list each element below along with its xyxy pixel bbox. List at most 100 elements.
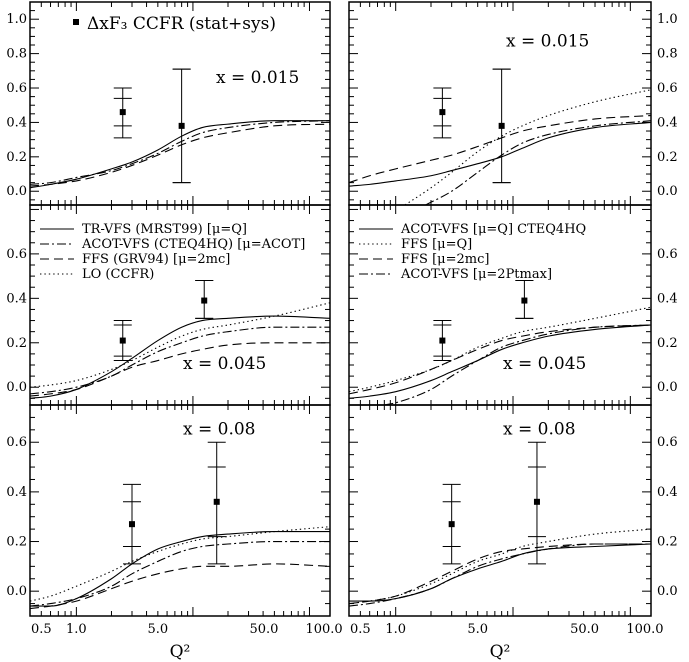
data-marker (521, 297, 528, 304)
y-tick-label: 0.2 (6, 535, 27, 550)
y-tick-label: 0.6 (657, 81, 678, 96)
panel-left-bot: 0.0 0.2 0.4 0.6 0.5 1.0 5.0 50.0 100.0 Q² x = 0.08 (6, 404, 343, 662)
y-tick-label: 0.6 (657, 435, 678, 450)
legend-title: ΔxF₃ CCFR (stat+sys) (87, 14, 276, 34)
y-tick-label: 0.8 (6, 47, 27, 62)
x-tick-label: 5.0 (147, 622, 168, 637)
legend-label: FFS [μ=Q] (401, 237, 472, 252)
data-point (527, 441, 546, 565)
series-line-dashed (349, 114, 651, 184)
y-tick-label: 0.2 (657, 150, 678, 165)
series-line-dashed (30, 342, 330, 397)
data-point (433, 320, 452, 362)
x-tick-label: 1.0 (385, 622, 406, 637)
x-tick-label: 50.0 (570, 622, 599, 637)
series-line-solid (30, 315, 330, 399)
data-point (442, 483, 461, 565)
series-line-solid (349, 324, 651, 399)
legend-label: TR-VFS (MRST99) [μ=Q] (82, 222, 247, 237)
y-tick-label: 0.0 (657, 584, 678, 599)
series-line-dashed (30, 563, 330, 610)
series-line-dashdot (30, 540, 330, 607)
data-point (172, 68, 191, 184)
data-point (492, 68, 511, 184)
data-point (113, 87, 132, 139)
legend-label: ACOT-VFS (CTEQ4HQ) [μ=ACOT] (81, 237, 305, 252)
panel-right-mid: 0.0 0.2 0.4 0.6 x = 0.045 ACOT-VFS [μ=Q] CTEQ… (348, 204, 678, 406)
panel-frame (348, 404, 652, 617)
x-tick-label: 100.0 (305, 622, 342, 637)
y-tick-label: 1.0 (657, 12, 678, 27)
legend: TR-VFS (MRST99) [μ=Q]ACOT-VFS (CTEQ4HQ) … (40, 222, 305, 282)
y-tick-label: 0.6 (6, 81, 27, 96)
y-tick-label: 0.0 (657, 380, 678, 395)
y-tick-label: 0.0 (6, 380, 27, 395)
series-line-dotted (349, 528, 651, 605)
data-marker (201, 297, 208, 304)
x-tick-label: 1.0 (66, 622, 87, 637)
x-tick-label: 0.5 (31, 622, 52, 637)
data-point (195, 280, 214, 319)
panel-left-top: 0.0 0.2 0.4 0.6 0.8 1.0 x = 0.015 ΔxF₃ CCFR (st… (6, 1, 331, 206)
data-marker (439, 337, 446, 344)
series-line-dashdot (425, 120, 651, 205)
data-marker (119, 337, 126, 344)
series-line-solid (349, 543, 651, 602)
data-marker (533, 498, 540, 505)
y-tick-label: 0.6 (6, 435, 27, 450)
data-marker (119, 109, 126, 116)
y-tick-label: 0.2 (657, 336, 678, 351)
y-tick-label: 0.8 (657, 47, 678, 62)
y-tick-label: 0.6 (6, 247, 27, 262)
series-line-dashdot (30, 326, 330, 395)
data-point (433, 87, 452, 139)
y-tick-label: 0.2 (657, 535, 678, 550)
legend-marker (73, 19, 79, 25)
panel-left-mid: 0.0 0.2 0.4 0.6 x = 0.045 TR-VFS (MRST99) [μ=… (6, 204, 331, 406)
y-tick-label: 0.0 (6, 584, 27, 599)
x-tick-label: 50.0 (249, 622, 278, 637)
series-line-dotted (30, 302, 330, 388)
legend-label: FFS (GRV94) [μ=2mc] (82, 252, 230, 267)
panel-right-top: 0.0 0.2 0.4 0.6 0.8 1.0 x = 0.015 (348, 1, 678, 206)
y-tick-label: 0.4 (6, 115, 27, 130)
data-marker (448, 521, 455, 528)
data-point (113, 320, 132, 362)
y-tick-label: 0.4 (6, 485, 27, 500)
y-tick-label: 0.2 (6, 150, 27, 165)
panel-annotation: x = 0.015 (216, 68, 299, 88)
data-marker (439, 109, 446, 116)
legend-label: LO (CCFR) (82, 267, 154, 282)
y-tick-label: 0.0 (657, 184, 678, 199)
series-line-dashdot (349, 543, 651, 607)
series-line-solid (30, 531, 330, 607)
series-line-dashed (349, 324, 651, 395)
data-marker (178, 122, 185, 129)
y-tick-label: 0.4 (657, 485, 678, 500)
legend-label: FFS [μ=2mc] (401, 252, 489, 267)
panel-frame (348, 1, 652, 206)
data-marker (498, 122, 505, 129)
data-point (207, 441, 226, 565)
y-tick-label: 0.2 (6, 336, 27, 351)
data-marker (128, 521, 135, 528)
panel-frame (29, 404, 331, 617)
legend-label: ACOT-VFS [μ=2Ptmax] (400, 267, 552, 282)
y-tick-label: 1.0 (6, 12, 27, 27)
series-line-solid (349, 121, 651, 187)
legend-label: ACOT-VFS [μ=Q] CTEQ4HQ (400, 222, 586, 237)
x-axis-title: Q² (490, 642, 511, 662)
data-point (515, 280, 534, 319)
series-line-solid (30, 120, 330, 189)
data-marker (213, 498, 220, 505)
x-axis-title: Q² (170, 642, 191, 662)
panel-annotation: x = 0.08 (183, 420, 256, 440)
y-tick-label: 0.4 (657, 115, 678, 130)
panel-right-bot: 0.0 0.2 0.4 0.6 0.5 1.0 5.0 50.0 100.0 Q² x = 0.08 (348, 404, 678, 662)
panel-annotation: x = 0.045 (503, 354, 586, 374)
series-line-dashed (30, 123, 330, 187)
series-line-dotted (349, 306, 651, 393)
x-tick-label: 0.5 (350, 622, 371, 637)
y-tick-label: 0.4 (657, 291, 678, 306)
